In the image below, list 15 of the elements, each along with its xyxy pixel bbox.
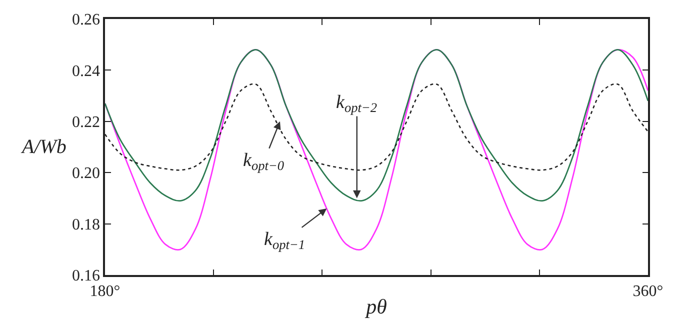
annotation: k$_{opt−1}$ bbox=[264, 229, 306, 252]
y-tick-label: 0.26 bbox=[72, 12, 100, 29]
annotation: k$_{opt−2}$ bbox=[336, 92, 378, 115]
y-tick-label: 0.20 bbox=[72, 165, 100, 182]
line-series bbox=[105, 49, 648, 250]
y-axis-title: A/Wb bbox=[20, 136, 66, 158]
x-tick-label: 360° bbox=[632, 282, 664, 300]
y-tick-label: 0.16 bbox=[72, 268, 100, 285]
annotation: k$_{opt−0}$ bbox=[243, 150, 284, 173]
x-tick-label: 180° bbox=[90, 282, 120, 300]
y-tick-label: 0.24 bbox=[72, 62, 100, 80]
x-axis-title: pθ bbox=[364, 294, 387, 319]
y-tick-label: 0.18 bbox=[72, 216, 100, 234]
line-series bbox=[105, 49, 648, 202]
y-tick-label: 0.22 bbox=[72, 114, 100, 131]
